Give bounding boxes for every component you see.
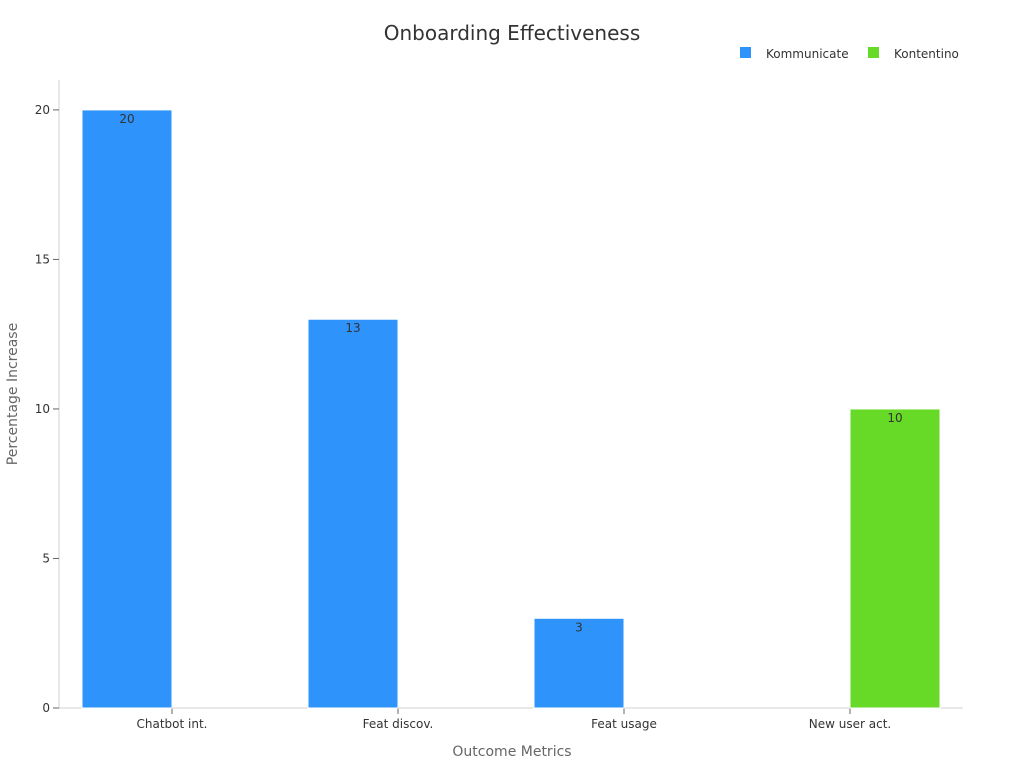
- x-tick-label: Chatbot int.: [137, 717, 208, 731]
- y-axis-title: Percentage Increase: [5, 323, 21, 465]
- y-tick-label: 5: [42, 551, 50, 565]
- bar: [81, 109, 173, 709]
- bar-value-label: 10: [887, 411, 902, 425]
- x-axis-title: Outcome Metrics: [452, 744, 571, 760]
- chart-title: Onboarding Effectiveness: [384, 21, 641, 45]
- x-tick-label: Feat usage: [591, 717, 657, 731]
- y-tick-label: 20: [35, 103, 50, 117]
- bar: [307, 318, 399, 709]
- bar: [849, 408, 941, 709]
- legend-label-kontentino: Kontentino: [894, 47, 959, 61]
- bar-value-label: 13: [345, 321, 360, 335]
- legend-swatch-kontentino: [868, 47, 879, 58]
- legend-label-kommunicate: Kommunicate: [766, 47, 849, 61]
- bar: [533, 617, 625, 709]
- y-tick-label: 10: [35, 402, 50, 416]
- bar-value-label: 3: [575, 620, 583, 634]
- y-axis-ticks: 0 5 10 15 20: [35, 103, 59, 715]
- legend: Kommunicate Kontentino: [740, 47, 959, 61]
- y-tick-label: 0: [42, 701, 50, 715]
- y-tick-label: 15: [35, 252, 50, 266]
- legend-swatch-kommunicate: [740, 47, 751, 58]
- x-axis-ticks: Chatbot int. Feat discov. Feat usage New us…: [137, 708, 891, 731]
- x-tick-label: Feat discov.: [363, 717, 434, 731]
- bars: 20 13 3 10: [81, 109, 941, 709]
- x-tick-label: New user act.: [809, 717, 891, 731]
- bar-value-label: 20: [119, 112, 134, 126]
